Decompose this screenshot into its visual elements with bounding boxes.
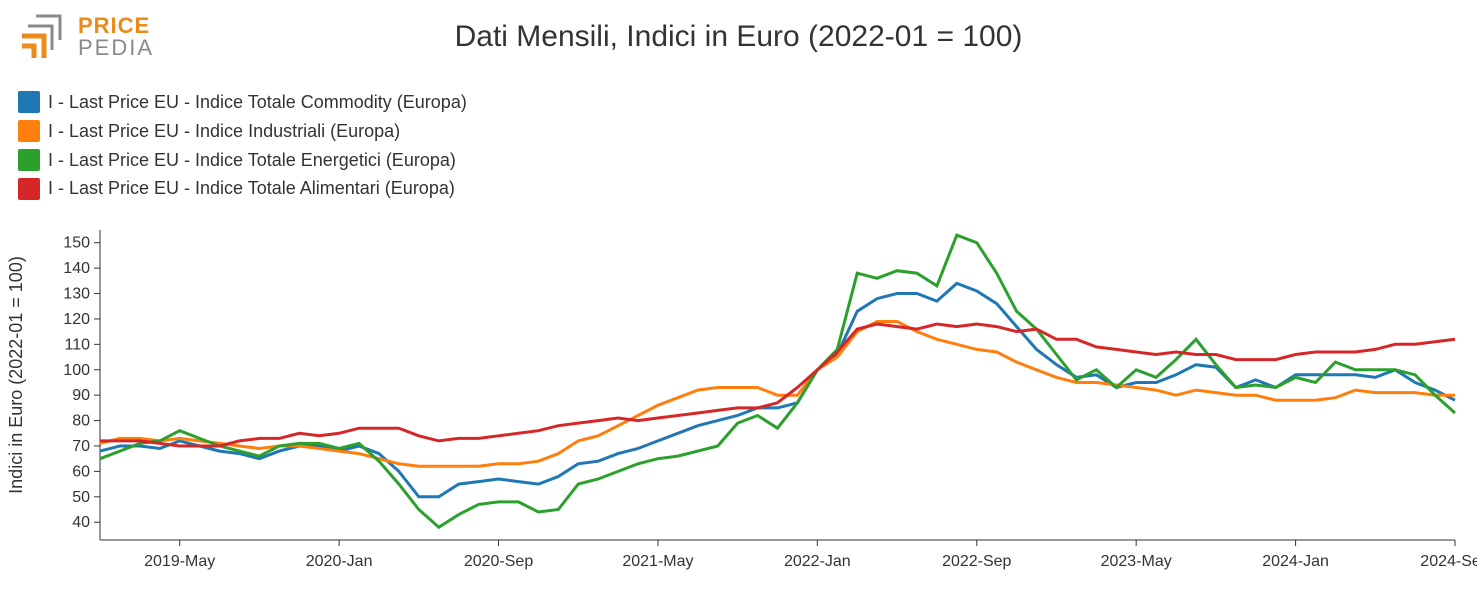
svg-text:90: 90	[72, 387, 90, 404]
svg-text:130: 130	[63, 286, 90, 303]
svg-text:120: 120	[63, 311, 90, 328]
svg-text:50: 50	[72, 489, 90, 506]
legend-item: I - Last Price EU - Indice Totale Commod…	[18, 88, 467, 117]
svg-text:2024-Jan: 2024-Jan	[1262, 553, 1329, 570]
legend-label: I - Last Price EU - Indice Totale Commod…	[48, 88, 467, 117]
legend-swatch	[18, 178, 40, 200]
legend-swatch	[18, 149, 40, 171]
svg-text:40: 40	[72, 514, 90, 531]
svg-text:2019-May: 2019-May	[144, 553, 215, 570]
chart-plot-area: 4050607080901001101201301401502019-May20…	[0, 220, 1477, 615]
chart-container: PRICE PEDIA Dati Mensili, Indici in Euro…	[0, 0, 1477, 615]
legend-swatch	[18, 120, 40, 142]
legend-label: I - Last Price EU - Indice Totale Energe…	[48, 146, 456, 175]
x-axis: 2019-May 2020-Jan 2020-Sep 2021-May 2022-Jan…	[100, 540, 1477, 570]
y-axis: 40 50 60 70 80 90 100 110 120 130 140 150	[63, 230, 100, 540]
svg-text:110: 110	[64, 336, 90, 353]
svg-text:2020-Jan: 2020-Jan	[306, 553, 373, 570]
legend-label: I - Last Price EU - Indice Industriali (…	[48, 117, 400, 146]
legend: I - Last Price EU - Indice Totale Commod…	[18, 88, 467, 203]
svg-text:140: 140	[63, 260, 90, 277]
svg-text:2022-Jan: 2022-Jan	[784, 553, 851, 570]
svg-text:100: 100	[63, 362, 90, 379]
legend-item: I - Last Price EU - Indice Totale Alimen…	[18, 174, 467, 203]
svg-text:2022-Sep: 2022-Sep	[942, 553, 1011, 570]
legend-swatch	[18, 91, 40, 113]
chart-title: Dati Mensili, Indici in Euro (2022-01 = …	[0, 20, 1477, 54]
svg-text:70: 70	[72, 438, 90, 455]
svg-text:60: 60	[72, 463, 90, 480]
legend-label: I - Last Price EU - Indice Totale Alimen…	[48, 174, 455, 203]
legend-item: I - Last Price EU - Indice Industriali (…	[18, 117, 467, 146]
svg-text:2021-May: 2021-May	[622, 553, 693, 570]
svg-text:80: 80	[72, 413, 90, 430]
svg-text:2020-Sep: 2020-Sep	[464, 553, 533, 570]
legend-item: I - Last Price EU - Indice Totale Energe…	[18, 146, 467, 175]
svg-text:2024-Sep: 2024-Sep	[1420, 553, 1477, 570]
series-commodity	[100, 283, 1455, 496]
svg-text:150: 150	[63, 235, 90, 252]
chart-svg: 4050607080901001101201301401502019-May20…	[0, 220, 1477, 590]
svg-text:2023-May: 2023-May	[1101, 553, 1172, 570]
